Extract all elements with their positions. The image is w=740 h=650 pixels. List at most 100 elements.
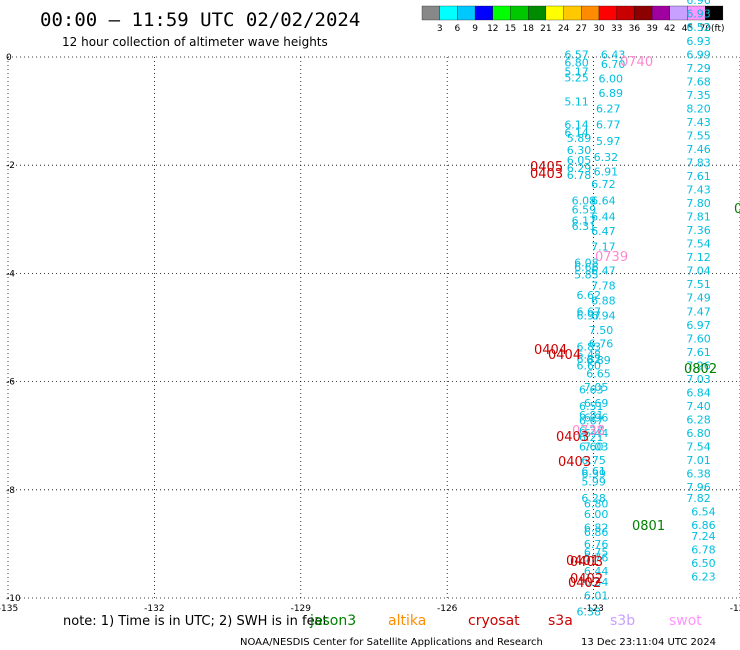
colorbar-swatch xyxy=(421,5,440,21)
colorbar-swatch xyxy=(616,5,635,21)
colorbar-label: 21 xyxy=(540,24,551,34)
colorbar-swatch xyxy=(634,5,653,21)
wave-height-label: 6.86 xyxy=(691,519,716,532)
colorbar-swatch xyxy=(528,5,547,21)
wave-height-label: 6.96 xyxy=(584,411,609,424)
colorbar-label: 36 xyxy=(629,24,641,34)
wave-height-label: 7.36 xyxy=(686,224,711,237)
x-tick-label: -123 xyxy=(583,604,603,614)
pass-time-label: 0 xyxy=(734,202,740,217)
wave-height-label: 6.27 xyxy=(596,102,621,115)
wave-height-label: 6.67 xyxy=(577,305,602,318)
colorbar-swatch xyxy=(563,5,582,21)
colorbar-swatch xyxy=(581,5,600,21)
wave-height-label: 6.94 xyxy=(591,310,616,323)
pass-time-label: 0403 xyxy=(530,167,563,182)
wave-height-label: 7.55 xyxy=(686,129,711,142)
wave-height-label: 5.76 xyxy=(584,551,609,564)
wave-height-label: 6.47 xyxy=(591,265,616,278)
wave-height-label: 6.01 xyxy=(584,589,609,602)
plot-grid xyxy=(7,56,740,599)
footer-timestamp: 13 Dec 23:11:04 UTC 2024 xyxy=(581,637,716,648)
wave-height-label: 5.97 xyxy=(596,135,621,148)
colorbar-swatch xyxy=(474,5,493,21)
wave-height-label: 6.89 xyxy=(598,87,623,100)
wave-height-label: 6.39 xyxy=(581,468,606,481)
wave-height-label: 7.61 xyxy=(686,170,711,183)
wave-height-label: 7.83 xyxy=(686,156,711,169)
wave-height-label: 7.12 xyxy=(686,251,711,264)
wave-height-label: 6.64 xyxy=(591,194,616,207)
wave-height-label: 7.05 xyxy=(584,381,609,394)
wave-height-label: 7.24 xyxy=(691,530,716,543)
wave-height-label: 6.17 xyxy=(572,214,597,227)
wave-height-label: 6.99 xyxy=(686,48,711,61)
wave-height-label: 6.91 xyxy=(594,166,619,179)
mission-legend-s3b: s3b xyxy=(610,613,635,629)
wave-height-label: 6.50 xyxy=(691,557,716,570)
wave-height-label: 6.81 xyxy=(579,409,604,422)
wave-height-label: 6.28 xyxy=(581,492,606,505)
wave-height-label: 6.77 xyxy=(596,119,621,132)
wave-height-label: 6.32 xyxy=(594,151,619,164)
plot-axes: -135 -132 -129 -126 -123 -120 0 -2 -4 -6 -8 -10 xyxy=(0,53,740,614)
wave-height-label: 6.69 xyxy=(584,397,609,410)
pass-time-label: 0403 xyxy=(556,430,589,445)
wave-height-label: 7.82 xyxy=(686,492,711,505)
wave-height-label: 7.17 xyxy=(591,240,616,253)
note-text: note: 1) Time is in UTC; 2) SWH is in fe… xyxy=(63,614,328,629)
wave-height-label: 6.61 xyxy=(581,465,606,478)
pass-time-label: 0402 xyxy=(570,572,603,587)
wave-height-label: 7.96 xyxy=(686,481,711,494)
wave-height-label: 6.84 xyxy=(686,386,711,399)
chart-subtitle: 12 hour collection of altimeter wave hei… xyxy=(62,35,328,49)
wave-height-label: 6.21 xyxy=(579,431,604,444)
colorbar-label: 12 xyxy=(487,24,498,34)
x-tick-label: -132 xyxy=(144,604,164,614)
wave-height-label: 6.75 xyxy=(584,546,609,559)
wave-height-label: 6.80 xyxy=(686,427,711,440)
wave-height-label: 6.43 xyxy=(601,48,626,61)
wave-height-label: 6.54 xyxy=(691,505,716,518)
wave-height-label: 6.76 xyxy=(589,338,614,351)
colorbar-label: 18 xyxy=(522,24,534,34)
wave-height-label: 6.27 xyxy=(579,424,604,437)
chart-title: 00:00 – 11:59 UTC 02/02/2024 xyxy=(40,9,360,31)
wave-height-label: 6.76 xyxy=(584,538,609,551)
wave-height-label: 6.08 xyxy=(572,194,597,207)
pass-time-label: 0403 xyxy=(570,555,603,570)
colorbar-label: 70 xyxy=(699,24,711,34)
wave-height-label: 6.97 xyxy=(686,319,711,332)
wave-height-label: 6.97 xyxy=(577,310,602,323)
colorbar: 3 6 9 12 15 18 21 24 27 30 33 36 39 42 45 70 xyxy=(421,5,724,34)
wave-height-label: 6.60 xyxy=(577,359,602,372)
wave-height-label: 6.78 xyxy=(567,169,592,182)
wave-height-points: 6.576.805.175.255.116.146.145.896.306.05… xyxy=(564,0,715,619)
wave-height-label: 6.83 xyxy=(577,340,602,353)
wave-height-label: 7.54 xyxy=(686,238,711,251)
wave-height-label: 7.01 xyxy=(686,454,711,467)
wave-height-label: 5.89 xyxy=(567,132,592,145)
wave-height-label: 7.46 xyxy=(686,143,711,156)
wave-height-label: 6.57 xyxy=(564,48,589,61)
y-tick-label: -4 xyxy=(6,269,15,279)
wave-height-label: 6.80 xyxy=(564,56,589,69)
wave-height-label: 7.49 xyxy=(686,292,711,305)
colorbar-swatch xyxy=(598,5,617,21)
colorbar-swatch xyxy=(669,5,688,21)
wave-height-label: 7.50 xyxy=(589,324,614,337)
wave-height-label: 6.08 xyxy=(574,257,599,270)
wave-height-label: 6.62 xyxy=(577,289,602,302)
colorbar-swatch xyxy=(651,5,670,21)
colorbar-unit: (ft) xyxy=(711,24,725,34)
wave-height-label: 6.05 xyxy=(567,154,592,167)
pass-time-label: 0740 xyxy=(620,55,653,70)
pass-time-label: 0802 xyxy=(684,362,717,377)
wave-height-label: 6.38 xyxy=(577,606,602,619)
wave-height-label: 7.03 xyxy=(584,441,609,454)
mission-legend-jason3: jason3 xyxy=(309,613,356,629)
wave-height-label: 7.26 xyxy=(686,359,711,372)
wave-height-label: 6.82 xyxy=(577,353,602,366)
y-tick-label: -2 xyxy=(6,161,15,171)
wave-height-label: 7.43 xyxy=(686,184,711,197)
